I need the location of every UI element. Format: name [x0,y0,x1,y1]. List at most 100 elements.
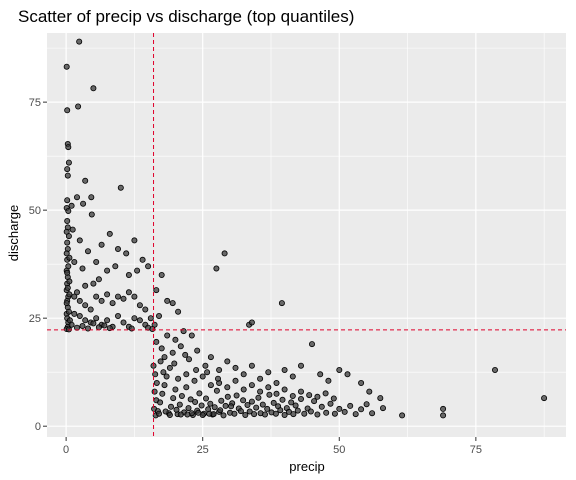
data-point [65,144,72,151]
data-point [273,390,280,397]
data-point [66,291,73,298]
data-point [257,388,264,395]
data-point [211,404,218,411]
data-point [182,351,189,358]
x-tick-label: 25 [197,444,209,456]
data-point [145,263,152,270]
data-point [155,410,162,417]
data-point [82,282,89,289]
data-point [202,362,209,369]
x-tick-label: 0 [63,444,69,456]
x-axis: 0 25 50 75 [63,437,482,456]
data-point [90,320,97,327]
data-point [231,410,238,417]
data-point [257,375,264,382]
data-point [65,207,72,214]
data-point [82,177,89,184]
data-point [123,250,130,257]
data-point [440,412,447,419]
data-point [155,312,162,319]
data-point [76,312,83,319]
data-point [177,411,184,418]
data-point [363,401,370,408]
data-point [240,371,247,378]
y-tick-label: 75 [29,97,41,109]
data-point [115,293,122,300]
data-point [163,373,170,380]
data-point [213,265,220,272]
y-tick-label: 0 [35,421,41,433]
data-point [90,85,97,92]
data-point [242,411,249,418]
data-point [164,332,171,339]
y-axis-title: discharge [6,205,21,261]
data-point [153,379,160,386]
data-point [327,400,334,407]
data-point [213,387,220,394]
data-point [202,395,209,402]
data-point [166,411,173,418]
data-point [65,233,72,240]
data-point [322,390,329,397]
data-point [192,398,199,405]
data-point [220,412,227,419]
data-point [161,354,168,361]
data-point [379,405,386,412]
data-point [64,172,71,179]
data-point [307,408,314,415]
data-point [294,407,301,414]
data-point [366,388,373,395]
data-point [136,302,143,309]
data-point [264,405,271,412]
data-point [195,409,202,416]
data-point [65,308,72,315]
data-point [95,324,102,331]
data-point [272,410,279,417]
data-point [297,362,304,369]
data-point [64,239,71,246]
data-point [169,300,176,307]
data-point [261,411,268,418]
data-point [117,184,124,191]
x-tick-label: 75 [470,444,482,456]
data-point [292,402,299,409]
data-point [161,382,168,389]
data-point [218,397,225,404]
data-point [277,407,284,414]
data-point [157,399,164,406]
data-point [82,317,89,324]
data-point [80,200,87,207]
data-point [160,369,167,376]
data-point [246,408,253,415]
data-point [323,409,330,416]
data-point [136,317,143,324]
data-point [255,394,262,401]
data-point [172,336,179,343]
data-point [314,411,321,418]
data-point [164,297,171,304]
data-point [253,404,260,411]
data-point [318,403,325,410]
data-point [281,411,288,418]
data-point [131,315,138,322]
data-point [82,302,89,309]
data-point [288,399,295,406]
data-point [232,364,239,371]
data-point [297,388,304,395]
data-point [196,390,203,397]
data-point [151,321,158,328]
data-point [93,315,100,322]
data-point [377,395,384,402]
data-point [76,297,83,304]
data-point [64,217,71,224]
data-point [104,267,111,274]
data-point [214,375,221,382]
data-point [216,366,223,373]
data-point [178,392,185,399]
data-point [440,405,447,412]
data-point [317,371,324,378]
data-point [265,384,272,391]
data-point [170,395,177,402]
data-point [76,237,83,244]
data-point [206,410,213,417]
